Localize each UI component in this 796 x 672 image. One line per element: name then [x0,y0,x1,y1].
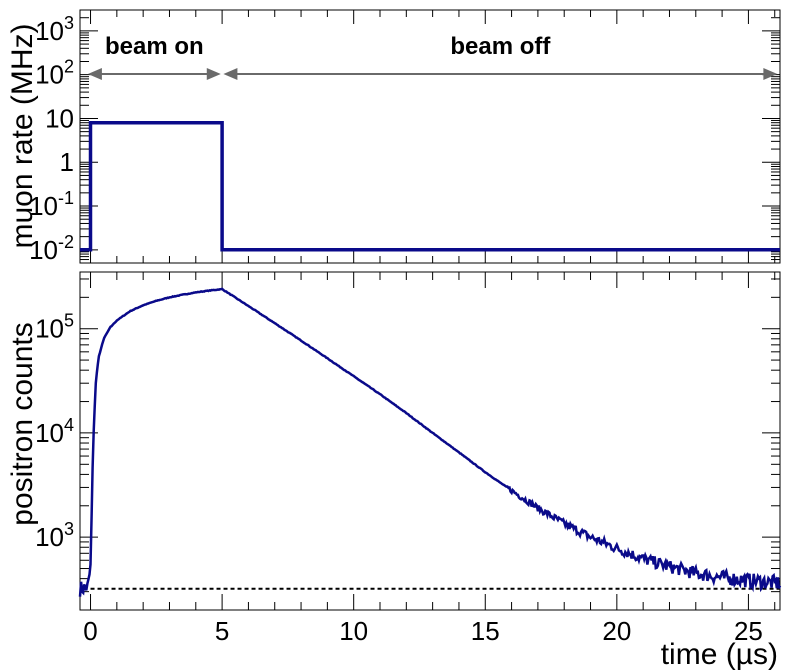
muon-rate-y-tick-label: 1 [60,147,74,177]
positron-counts-ticks: 103 104 105 0 5 10 15 20 25 [35,272,780,646]
time-x-tick-label: 15 [471,616,500,646]
beam-annotations: beam on beam off [87,33,778,80]
beam-off-label: beam off [450,33,551,60]
time-x-tick-label: 0 [83,616,97,646]
time-x-tick-label: 5 [215,616,229,646]
muon-rate-y-tick-label: 10-2 [29,232,74,265]
time-x-tick-label: 20 [602,616,631,646]
muon-rate-series [80,120,780,252]
positron-counts-panel: 103 104 105 0 5 10 15 20 25 positron counts time… [6,271,782,671]
muon-rate-line [80,120,780,252]
muon-rate-y-tick-label: 103 [35,13,74,46]
beam-off-annotation: beam off [223,33,778,80]
positron-counts-y-tick-label: 104 [35,415,74,448]
arrow-head-left [223,68,238,80]
arrow-head-right [763,68,778,80]
positron-counts-y-tick-label: 103 [35,519,74,552]
beam-on-annotation: beam on [87,33,221,80]
positron-counts-y-axis-title: positron counts [6,322,39,525]
beam-on-label: beam on [105,33,204,60]
time-x-axis-title: time (µs) [661,638,778,671]
muon-rate-plot-frame [79,9,781,264]
muon-rate-y-tick-label: 10-1 [29,188,74,221]
arrow-head-left [87,68,102,80]
muon-rate-y-tick-label: 102 [35,57,74,90]
muon-rate-y-axis-title: muon rate (MHz) [6,23,39,248]
time-x-tick-label: 25 [734,616,763,646]
muon-rate-panel: 10-2 10-1 1 10 102 103 beam on beam off muon r… [6,9,781,265]
positron-counts-series [78,287,782,597]
positron-counts-plot-frame [79,271,781,611]
time-x-tick-label: 10 [339,616,368,646]
positron-counts-y-tick-label: 105 [35,311,74,344]
muon-rate-y-tick-label: 10 [45,103,74,133]
positron-counts-line [78,287,782,597]
arrow-head-right [206,68,221,80]
